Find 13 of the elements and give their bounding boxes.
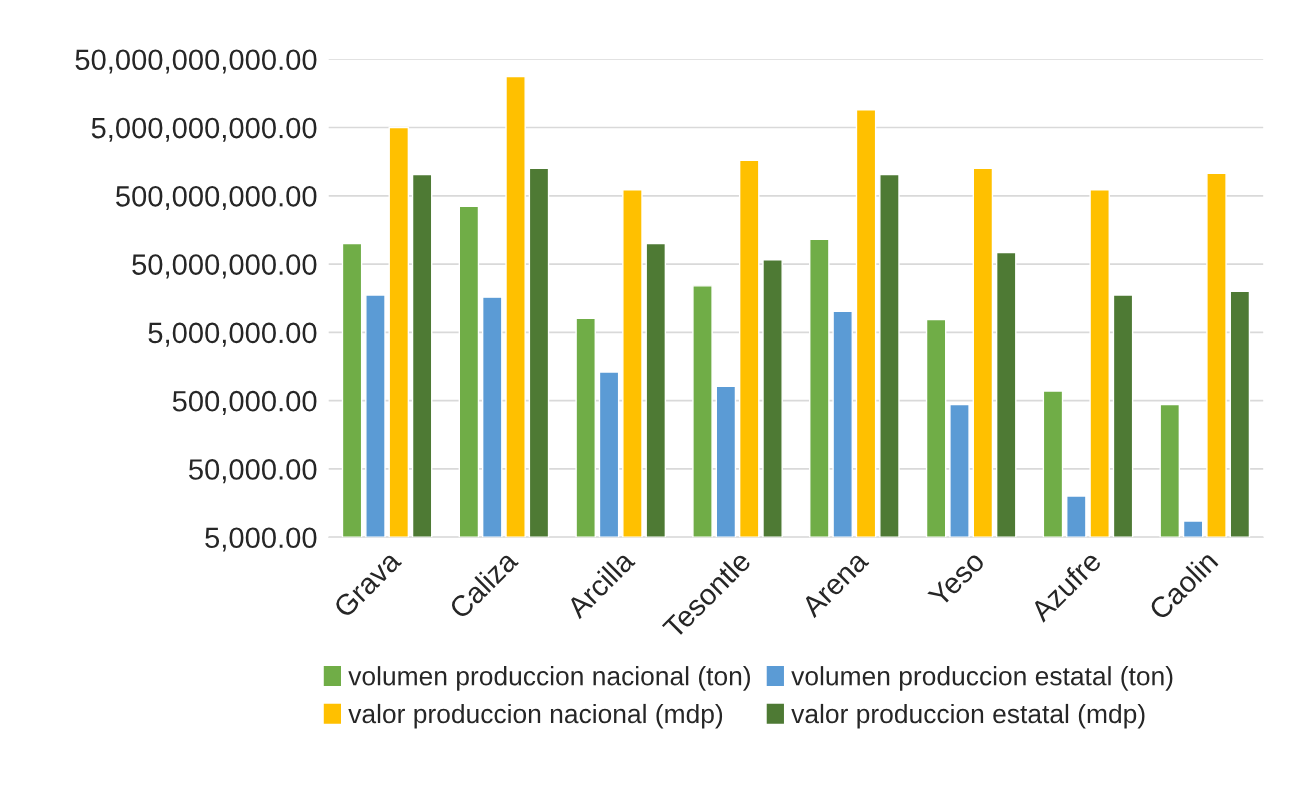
y-tick-label: 50,000.00 [189,459,317,484]
y-tick-label: 5,000,000,000.00 [91,117,317,142]
y-tick-label: 500,000.00 [172,390,317,415]
y-tick-label: 500,000,000.00 [116,186,317,211]
y-tick-label: 50,000,000.00 [132,254,317,279]
y-tick-label: 50,000,000,000.00 [75,49,317,74]
legend-label: volumen produccion nacional (ton) [348,666,750,691]
y-tick-label: 5,000.00 [205,527,317,552]
x-tick-label: Yeso [927,549,986,609]
legend-label: valor produccion nacional (mdp) [348,703,723,729]
legend-label: volumen produccion estatal (ton) [791,666,1173,691]
legend-label: valor produccion estatal (mdp) [791,703,1145,729]
y-tick-label: 5,000,000.00 [148,322,317,347]
